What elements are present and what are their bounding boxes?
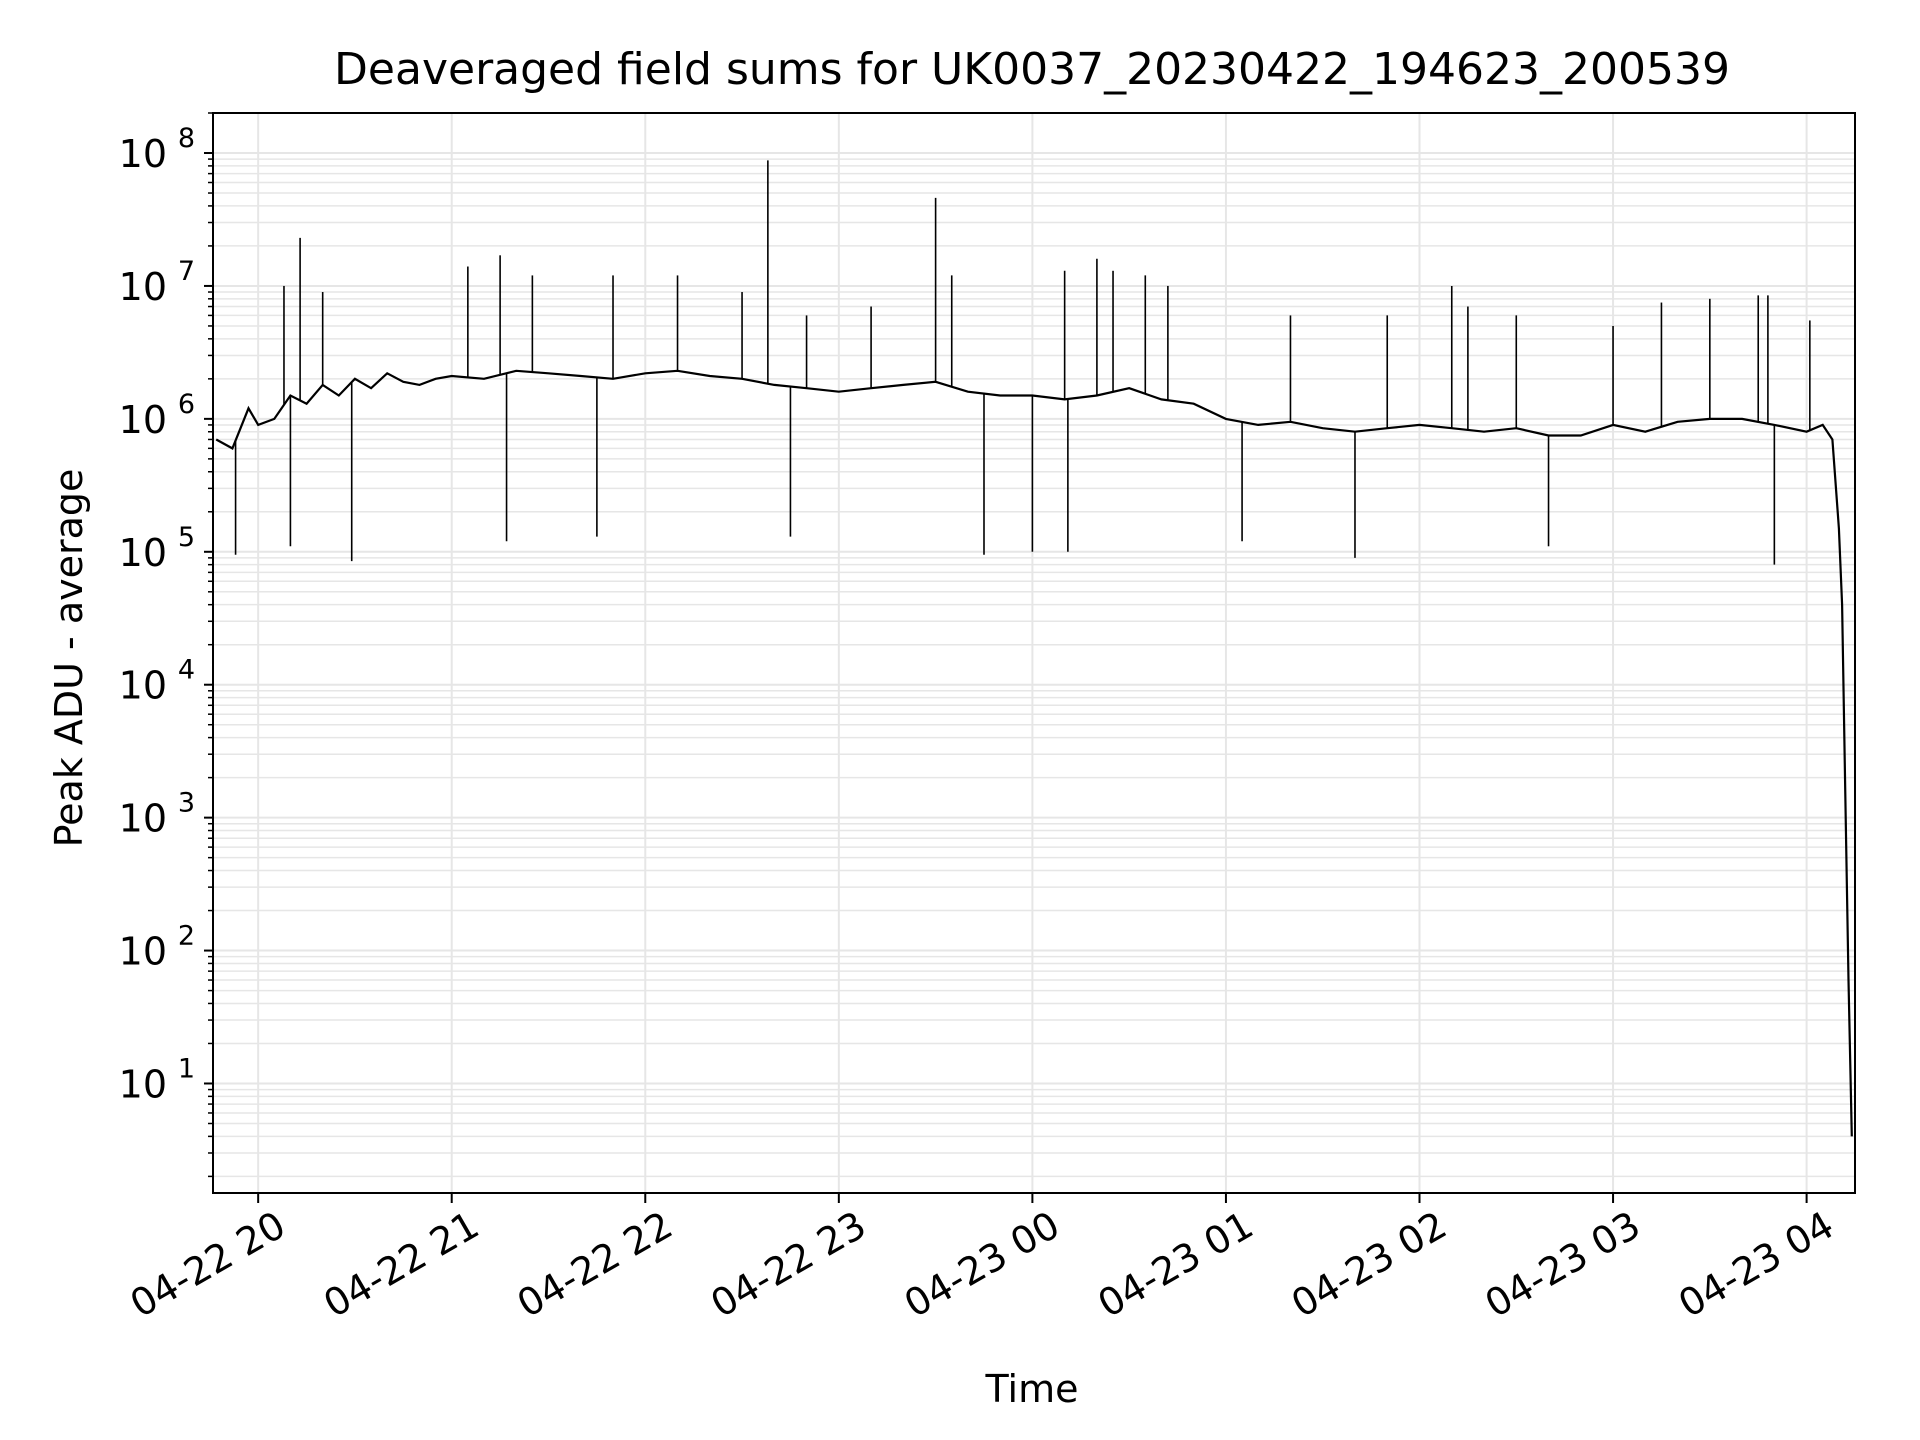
y-tick-label-exponent: 1 <box>178 1053 195 1084</box>
y-tick-label: 10 <box>119 930 167 974</box>
x-axis-label: Time <box>985 1367 1079 1411</box>
series-line <box>215 369 1853 1137</box>
y-tick-label: 10 <box>119 265 167 309</box>
y-axis: 10 1 10 2 10 3 10 4 10 5 10 6 10 7 10 8 <box>119 112 213 1178</box>
series <box>215 160 1853 1137</box>
y-tick-label: 10 <box>119 664 167 708</box>
y-tick-label-exponent: 6 <box>178 389 195 420</box>
y-tick-label-exponent: 3 <box>178 788 195 819</box>
y-tick-label-exponent: 5 <box>178 522 195 553</box>
y-tick-label: 10 <box>119 1062 167 1106</box>
y-axis-label: Peak ADU - average <box>47 469 91 848</box>
y-tick-label-exponent: 4 <box>178 655 195 686</box>
plot-frame <box>212 112 1856 1194</box>
grid <box>213 112 1855 1193</box>
y-tick-label-exponent: 2 <box>178 921 195 952</box>
y-tick-label: 10 <box>119 132 167 176</box>
y-tick-label: 10 <box>119 398 167 442</box>
y-tick-label: 10 <box>119 531 167 575</box>
y-tick-label-exponent: 8 <box>178 123 195 154</box>
y-tick-label-exponent: 7 <box>178 256 195 287</box>
y-tick-label: 10 <box>119 797 167 841</box>
chart-title: Deaveraged field sums for UK0037_2023042… <box>334 44 1730 95</box>
